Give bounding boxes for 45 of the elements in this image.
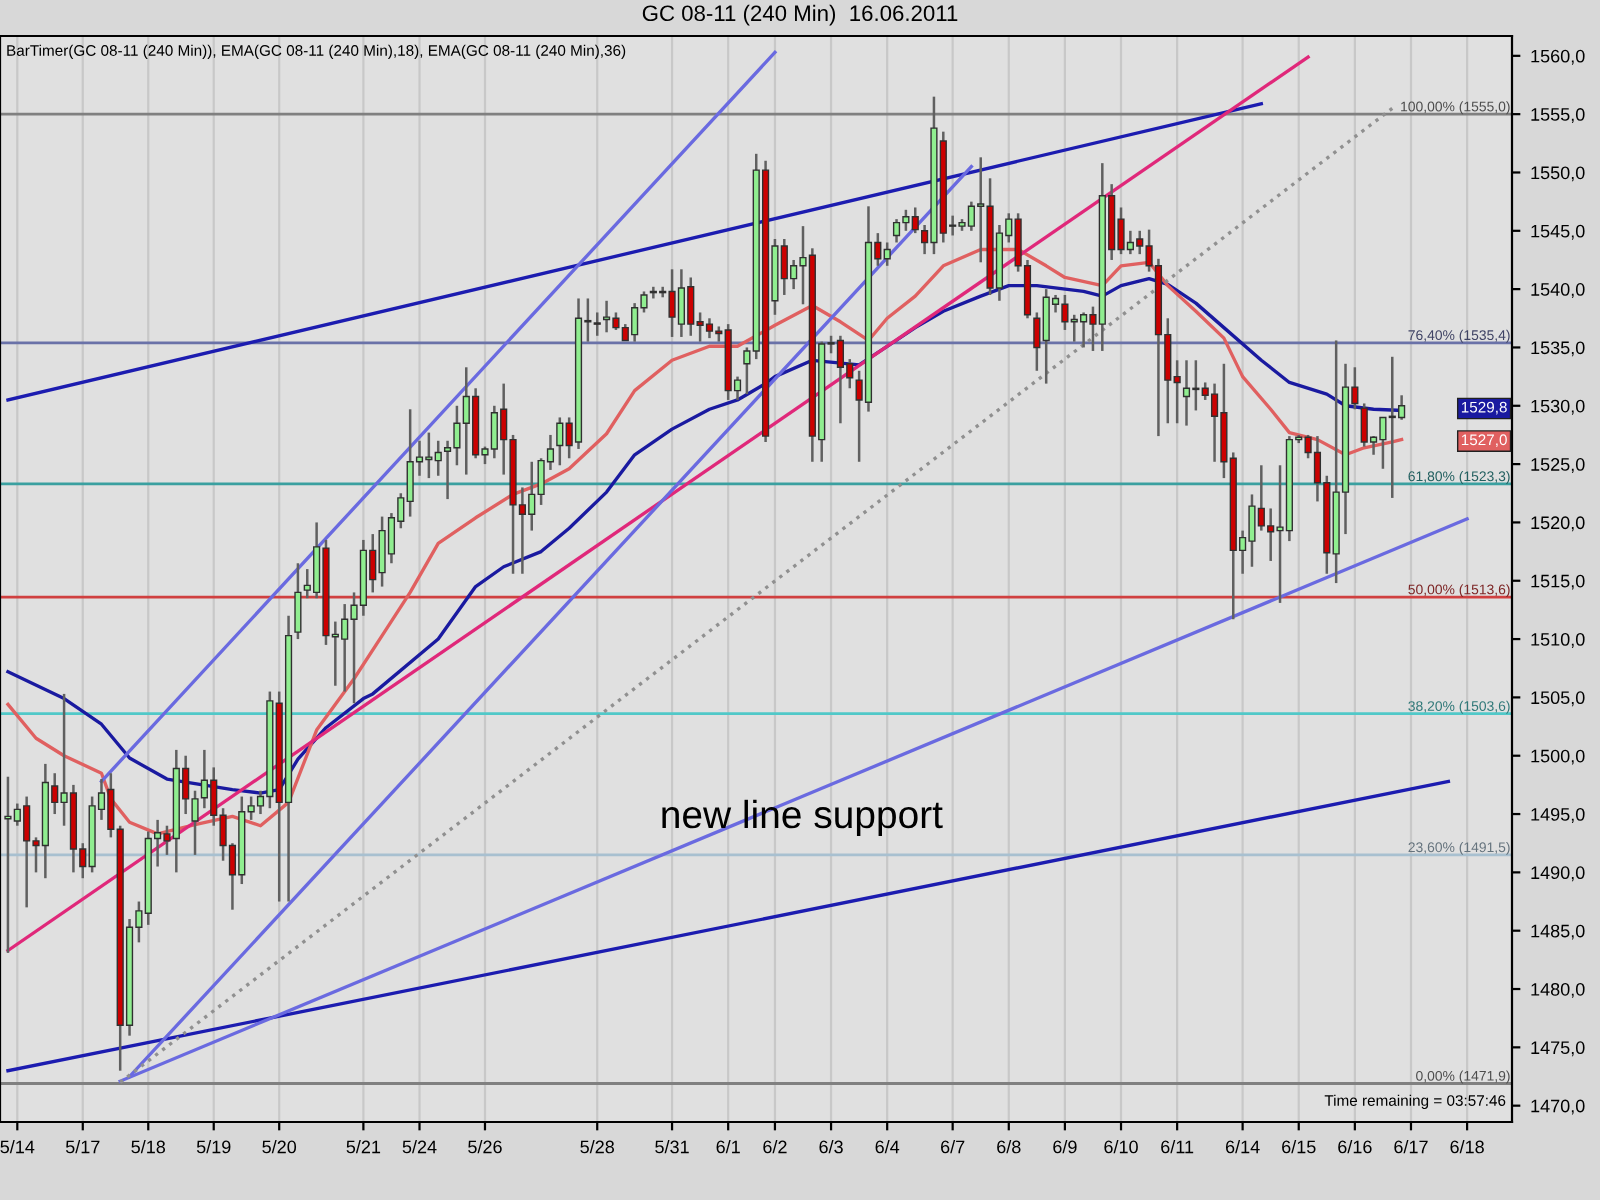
- x-tick-label: 5/19: [196, 1140, 231, 1154]
- x-tick-label: 5/28: [580, 1140, 615, 1154]
- x-tick-label: 6/9: [1053, 1140, 1077, 1154]
- x-tick-label: 5/31: [655, 1140, 689, 1154]
- y-tick-label: 1560,0: [1531, 49, 1585, 65]
- y-tick-label: 1555,0: [1531, 108, 1585, 124]
- x-tick-label: 5/14: [0, 1140, 35, 1154]
- y-tick-label: 1515,0: [1531, 574, 1585, 590]
- x-tick-label: 5/20: [262, 1140, 297, 1154]
- annotation: new line support: [662, 799, 943, 837]
- y-tick-label: 1480,0: [1531, 982, 1585, 998]
- chart-title: GC 08-11 (240 Min) 16.06.2011: [642, 4, 958, 26]
- y-tick-label: 1525,0: [1531, 458, 1585, 473]
- y-tick-label: 1510,0: [1531, 633, 1585, 648]
- x-tick-label: 5/26: [468, 1140, 502, 1154]
- y-tick-label: 1545,0: [1531, 224, 1585, 240]
- x-tick-label: 5/18: [131, 1140, 166, 1154]
- y-tick-label: 1500,0: [1531, 749, 1585, 765]
- x-tick-label: 5/17: [65, 1140, 100, 1154]
- x-tick-label: 6/18: [1450, 1140, 1484, 1154]
- y-tick-label: 1530,0: [1531, 399, 1585, 415]
- y-tick-label: 1490,0: [1531, 866, 1585, 882]
- x-tick-label: 6/17: [1394, 1140, 1428, 1154]
- y-tick-label: 1495,0: [1531, 807, 1585, 823]
- y-tick-label: 1520,0: [1531, 516, 1585, 532]
- x-tick-label: 6/7: [941, 1140, 965, 1154]
- y-tick-label: 1535,0: [1531, 341, 1585, 357]
- x-tick-label: 6/15: [1282, 1140, 1316, 1154]
- x-tick-label: 6/14: [1225, 1140, 1260, 1154]
- y-tick-label: 1550,0: [1531, 166, 1585, 182]
- x-tick-label: 6/1: [716, 1140, 740, 1154]
- x-tick-label: 5/21: [346, 1140, 381, 1154]
- x-tick-label: 6/2: [763, 1140, 787, 1154]
- y-tick-label: 1485,0: [1531, 924, 1585, 940]
- y-tick-label: 1470,0: [1531, 1099, 1585, 1115]
- x-tick-label: 6/8: [997, 1140, 1021, 1154]
- x-tick-label: 6/3: [819, 1140, 843, 1154]
- x-tick-label: 6/10: [1104, 1140, 1138, 1154]
- x-tick-label: 6/11: [1161, 1140, 1194, 1154]
- x-tick-label: 6/4: [875, 1140, 900, 1154]
- y-tick-label: 1505,0: [1531, 691, 1585, 707]
- y-tick-label: 1475,0: [1531, 1041, 1585, 1057]
- x-tick-label: 5/24: [402, 1140, 437, 1154]
- x-tick-label: 6/16: [1338, 1140, 1372, 1154]
- y-tick-label: 1540,0: [1531, 283, 1585, 298]
